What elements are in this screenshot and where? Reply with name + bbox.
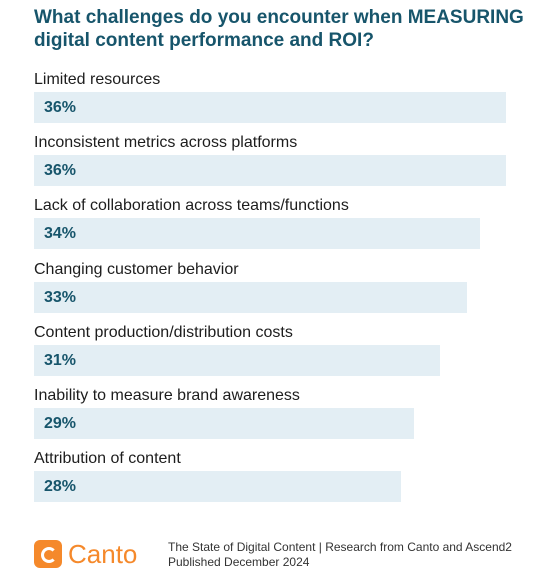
category-label: Changing customer behavior xyxy=(34,260,239,278)
bar xyxy=(34,92,506,123)
source-line: The State of Digital Content | Research … xyxy=(168,540,512,554)
bar xyxy=(34,408,415,439)
source-note: The State of Digital Content | Research … xyxy=(168,540,512,570)
bar-value-label: 36% xyxy=(44,162,77,180)
category-label: Inability to measure brand awareness xyxy=(34,387,300,404)
bar-chart: Limited resources 36% Inconsistent metrics… xyxy=(34,71,506,503)
bar xyxy=(34,155,506,187)
bar-value-label: 29% xyxy=(44,415,77,432)
published-line: Published December 2024 xyxy=(168,555,310,569)
bar xyxy=(34,471,402,503)
category-label: Limited resources xyxy=(34,71,161,88)
brand-name: Canto xyxy=(68,539,138,569)
bar-value-label: 28% xyxy=(44,478,77,496)
canto-logo-icon xyxy=(34,540,62,568)
category-label: Lack of collaboration across teams/funct… xyxy=(34,197,349,215)
bar-value-label: 34% xyxy=(44,225,77,243)
category-label: Attribution of content xyxy=(34,450,181,468)
bar xyxy=(34,218,480,250)
chart-title: What challenges do you encounter when ME… xyxy=(34,7,524,51)
category-label: Content production/distribution costs xyxy=(34,323,293,341)
bar-value-label: 33% xyxy=(44,288,77,306)
canto-logo: Canto xyxy=(34,540,137,568)
bar xyxy=(34,344,441,376)
category-label: Inconsistent metrics across platforms xyxy=(34,134,298,152)
bar xyxy=(34,281,467,313)
bar-value-label: 31% xyxy=(44,351,77,369)
footer: Canto The State of Digital Content | Res… xyxy=(0,530,539,580)
bar-value-label: 36% xyxy=(44,99,77,116)
